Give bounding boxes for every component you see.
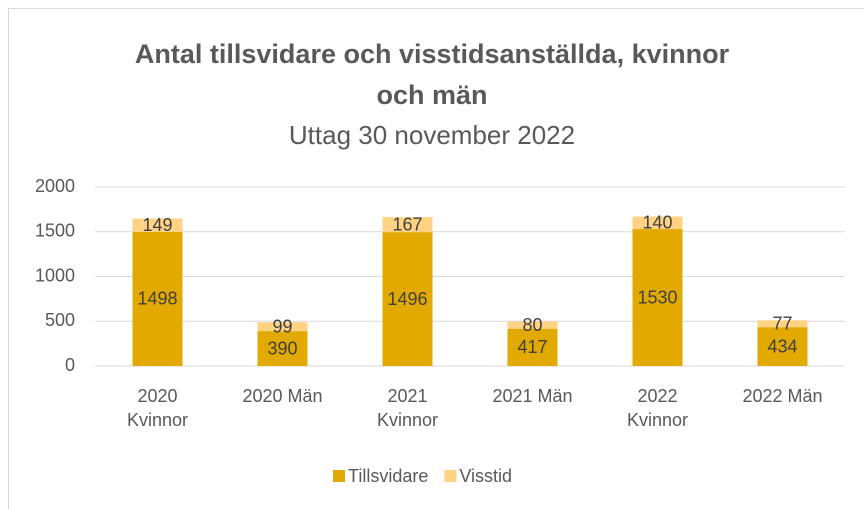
data-label: 149	[142, 215, 172, 235]
legend-swatch	[444, 470, 457, 482]
bar-segment	[382, 217, 433, 233]
data-label: 417	[517, 337, 547, 357]
data-label: 77	[772, 313, 792, 333]
x-tick-label: 2020 Män	[242, 386, 323, 406]
legend-swatch	[333, 470, 345, 482]
y-tick-label: 500	[45, 310, 75, 330]
data-label: 1530	[637, 287, 677, 307]
y-tick-label: 2000	[35, 176, 75, 196]
y-tick-label: 0	[65, 355, 75, 375]
legend-label: Tillsvidare	[348, 466, 428, 486]
data-label: 1496	[387, 289, 427, 309]
chart-border	[8, 8, 864, 509]
bar-segment	[257, 322, 308, 332]
data-label: 1498	[137, 289, 177, 309]
bar-segment	[257, 331, 308, 366]
chart-subtitle: Uttag 30 november 2022	[288, 120, 576, 150]
bar-segment	[382, 232, 433, 366]
data-label: 434	[767, 336, 797, 356]
bar-segment	[757, 320, 808, 328]
x-tick-label: 2022 Män	[742, 386, 823, 406]
y-tick-label: 1000	[35, 265, 75, 285]
bar-segment	[632, 216, 683, 230]
data-label: 80	[522, 315, 542, 335]
bar-segment	[632, 229, 683, 366]
data-label: 99	[272, 316, 292, 336]
bar-segment	[507, 321, 558, 329]
bar-segment	[507, 328, 558, 366]
data-label: 140	[642, 213, 672, 233]
data-label: 167	[392, 214, 422, 234]
bar-segment	[757, 327, 808, 366]
x-tick-label: 2022 Kvinnor	[626, 386, 689, 430]
legend-label: Visstid	[459, 466, 512, 486]
bar-segment	[132, 218, 183, 232]
data-label: 390	[267, 338, 297, 358]
x-tick-label: 2021 Kvinnor	[376, 386, 439, 430]
x-tick-label: 2021 Män	[492, 386, 573, 406]
bar-segment	[132, 231, 183, 366]
chart-title: Antal tillsvidare och visstidsanställda,…	[134, 39, 730, 110]
y-tick-label: 1500	[35, 221, 75, 241]
x-tick-label: 2020 Kvinnor	[126, 386, 189, 430]
